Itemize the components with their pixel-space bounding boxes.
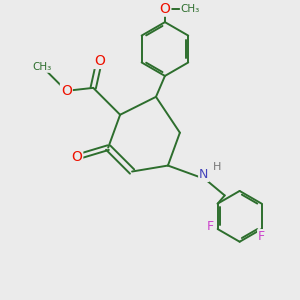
Text: CH₃: CH₃ [33,62,52,72]
Text: F: F [258,230,265,243]
Text: CH₃: CH₃ [181,4,200,14]
Text: O: O [94,54,105,68]
Text: N: N [199,168,208,181]
Text: H: H [213,162,221,172]
Text: O: O [71,150,82,164]
Text: O: O [160,2,170,16]
Text: F: F [207,220,214,232]
Text: O: O [61,84,72,98]
